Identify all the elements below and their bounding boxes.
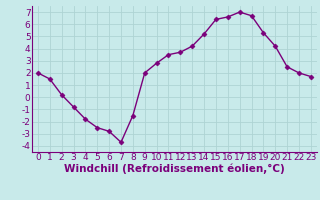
- X-axis label: Windchill (Refroidissement éolien,°C): Windchill (Refroidissement éolien,°C): [64, 164, 285, 174]
